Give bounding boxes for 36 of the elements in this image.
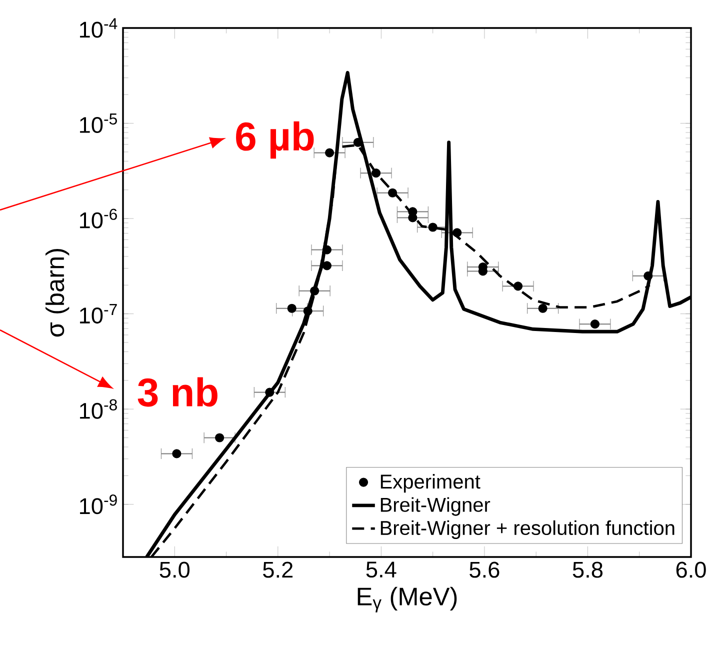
point	[325, 148, 334, 158]
point	[538, 304, 548, 313]
y-tick-label: 10$^{-4}$	[80, 18, 118, 38]
annotation: 6 µb	[236, 121, 314, 159]
point	[322, 245, 332, 254]
point	[428, 222, 438, 232]
point	[303, 306, 312, 316]
y-axis-title: σ (barn)	[46, 249, 70, 337]
x-tick-label: 5.4	[366, 562, 396, 578]
point	[371, 168, 381, 178]
x-tick-label: 5.2	[263, 562, 293, 578]
y-tick-label: 10$^{-9}$	[80, 494, 117, 514]
x-tick-label: 6.0	[676, 562, 706, 578]
point	[388, 188, 398, 198]
legend-label: Experiment	[380, 474, 480, 493]
point	[644, 271, 653, 280]
y-tick-label: 10$^{-6}$	[80, 208, 117, 228]
y-tick-label: 10$^{-7}$	[80, 304, 117, 324]
point	[513, 282, 523, 291]
legend-label: Breit-Wigner + resolution function	[380, 520, 674, 539]
annotation: 3 nb	[138, 377, 218, 407]
x-tick-label: 5.0	[160, 562, 190, 578]
legend-label: Breit-Wigner	[380, 497, 490, 516]
point	[452, 228, 462, 238]
y-tick-label: 10$^{-5}$	[80, 114, 117, 134]
point	[287, 304, 296, 313]
point	[215, 433, 224, 442]
point	[172, 449, 182, 458]
y-tick-label: 10$^{-8}$	[80, 399, 117, 419]
point	[265, 388, 274, 397]
x-tick-label: 5.6	[470, 562, 500, 578]
x-axis-title: E$_{γ}$ (MeV)	[358, 586, 457, 612]
x-tick-label: 5.8	[572, 562, 603, 578]
point	[322, 261, 332, 270]
point	[310, 286, 320, 296]
point	[590, 320, 600, 329]
